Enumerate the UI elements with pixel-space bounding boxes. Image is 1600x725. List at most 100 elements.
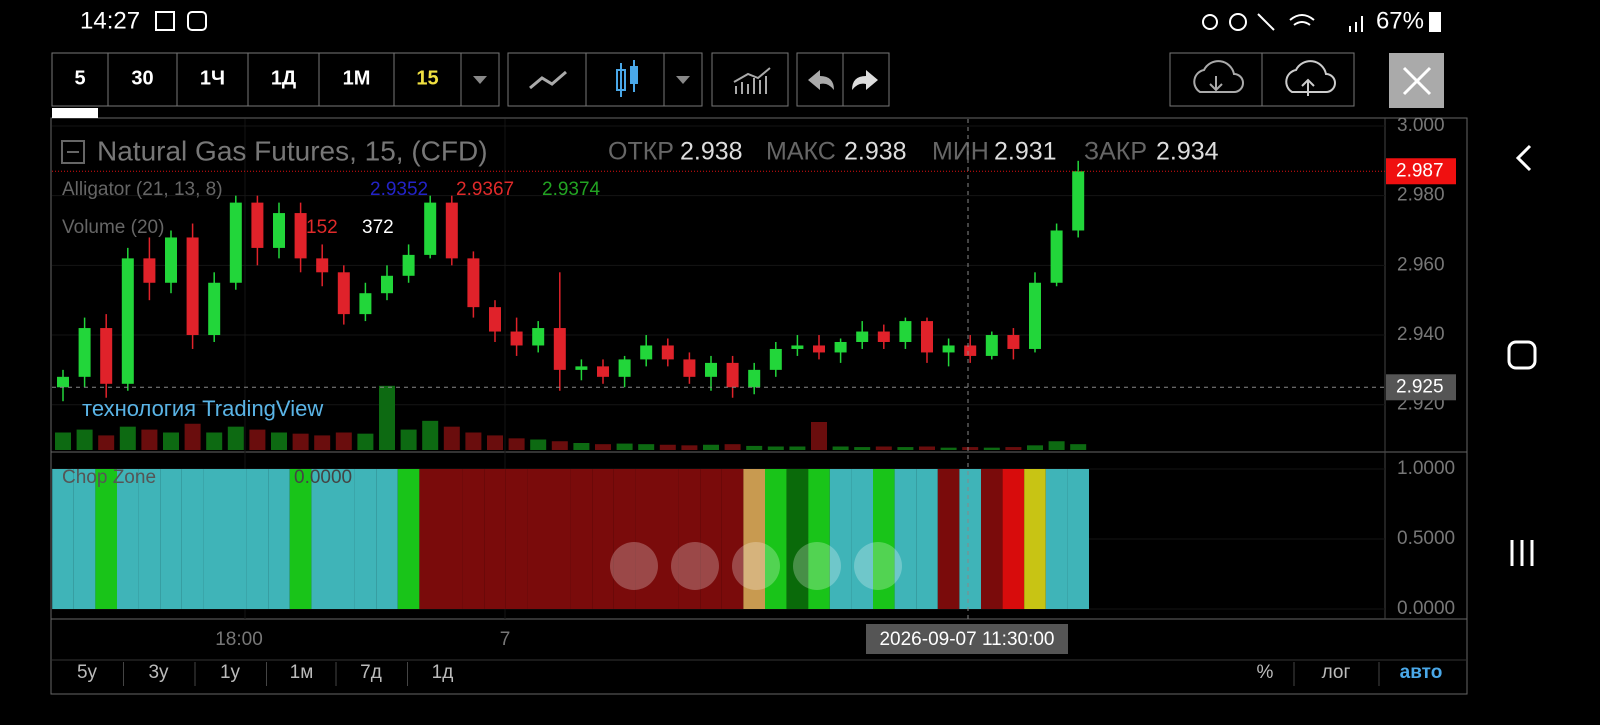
candle-body: [57, 376, 69, 388]
ohlc-label: ЗАКР: [1084, 138, 1147, 166]
chop-bar: [527, 469, 549, 609]
candle-body: [273, 213, 285, 248]
battery-icon: [1429, 12, 1441, 32]
candle-body: [424, 202, 437, 255]
crosshair-price-label: 2.925: [1396, 376, 1444, 397]
chop-bar: [678, 469, 701, 609]
candle-body: [1029, 282, 1041, 349]
chop-bar: [419, 469, 441, 609]
volume-bar: [141, 429, 158, 450]
chop-bar: [613, 469, 636, 609]
volume-bar: [854, 447, 871, 450]
undo-button[interactable]: [796, 52, 844, 107]
range-button[interactable]: 1д: [432, 662, 454, 683]
last-price-label: 2.987: [1396, 160, 1444, 181]
candle-body: [467, 258, 480, 308]
candle-body: [661, 345, 674, 360]
volume-name: Volume (20): [62, 217, 164, 238]
candle-body: [143, 258, 156, 283]
volume-bar: [789, 446, 806, 450]
candle-body: [985, 335, 998, 356]
range-button[interactable]: 5у: [77, 662, 98, 683]
candle-body: [316, 258, 329, 273]
candle-body: [769, 348, 782, 370]
last-price-tag: [1386, 158, 1456, 185]
chop-bar: [873, 469, 895, 609]
interval-button[interactable]: [247, 52, 320, 107]
volume-bar: [983, 447, 1000, 450]
zoom-in[interactable]: [793, 542, 841, 590]
scroll-right[interactable]: [854, 542, 902, 590]
nav-bar: [1507, 144, 1537, 566]
chop-bar: [225, 469, 247, 609]
candle-body: [532, 328, 545, 346]
volume-bar: [379, 385, 395, 450]
chop-bar: [181, 469, 204, 609]
volume-bar: [400, 429, 417, 450]
volume-bar: [940, 447, 957, 450]
candle-body: [964, 345, 977, 356]
interval-button[interactable]: [107, 52, 178, 107]
chop-bar: [484, 469, 506, 609]
chop-bar: [981, 469, 1003, 609]
scale-option[interactable]: лог: [1322, 662, 1351, 683]
scale-option[interactable]: %: [1257, 662, 1274, 683]
chop-bar: [937, 469, 960, 609]
candle-body: [489, 307, 501, 332]
range-button[interactable]: 1у: [220, 662, 241, 683]
zoom-out[interactable]: [671, 542, 719, 590]
volume-bars: [55, 385, 1087, 450]
alligator-value: 2.9367: [456, 179, 514, 200]
candle-body: [942, 345, 955, 353]
scale-option[interactable]: авто: [1400, 662, 1443, 683]
volume-bar: [206, 432, 223, 450]
collapse-icon[interactable]: [61, 140, 85, 164]
chop-zone-reading: 0.0000: [294, 467, 352, 488]
chop-zone-bars: [52, 469, 1089, 609]
indicators-button[interactable]: [711, 52, 789, 107]
volume-bar: [962, 447, 979, 450]
range-button[interactable]: 7д: [360, 662, 382, 683]
volume-bar: [249, 429, 266, 450]
toolbar: 5 30 1Ч 1Д 1М 15: [51, 52, 462, 107]
pane-handle: [52, 108, 98, 118]
candle-body: [813, 345, 825, 353]
volume-bar: [98, 435, 115, 450]
chop-bar: [700, 469, 722, 609]
y-tick-label: 2.960: [1397, 254, 1445, 275]
volume-bar: [443, 426, 460, 450]
range-button[interactable]: 1м: [290, 662, 314, 683]
volume-bar: [227, 426, 244, 450]
interval-button[interactable]: [318, 52, 395, 107]
chop-bar: [549, 469, 571, 609]
scroll-left[interactable]: [610, 542, 658, 590]
reset[interactable]: [732, 542, 780, 590]
candle-body: [359, 293, 372, 315]
volume-bar: [875, 446, 892, 450]
chop-bar: [894, 469, 917, 609]
chop-bar: [397, 469, 420, 609]
volume-bar: [292, 433, 309, 450]
candle-body: [921, 321, 933, 353]
volume-bar: [530, 439, 547, 450]
chop-bar: [657, 469, 679, 609]
chop-bar: [1024, 469, 1046, 609]
volume-bar: [335, 432, 352, 450]
volume-bar: [811, 422, 827, 450]
chop-bar: [333, 469, 355, 609]
candle-body: [856, 331, 869, 342]
candle-body: [575, 366, 588, 370]
y-tick-label: 2.980: [1397, 185, 1445, 206]
volume-bar: [508, 438, 525, 450]
candle-body: [705, 362, 717, 377]
interval-button[interactable]: [51, 52, 109, 107]
redo-button[interactable]: [842, 52, 890, 107]
chop-tick-label: 1.0000: [1397, 458, 1455, 479]
chop-bar: [462, 469, 485, 609]
candle-body: [100, 328, 113, 384]
chop-bar: [829, 469, 852, 609]
interval-button[interactable]: [176, 52, 249, 107]
range-button[interactable]: 3у: [148, 662, 169, 683]
chop-bar: [959, 469, 981, 609]
ohlc-label: МАКС: [766, 138, 836, 166]
